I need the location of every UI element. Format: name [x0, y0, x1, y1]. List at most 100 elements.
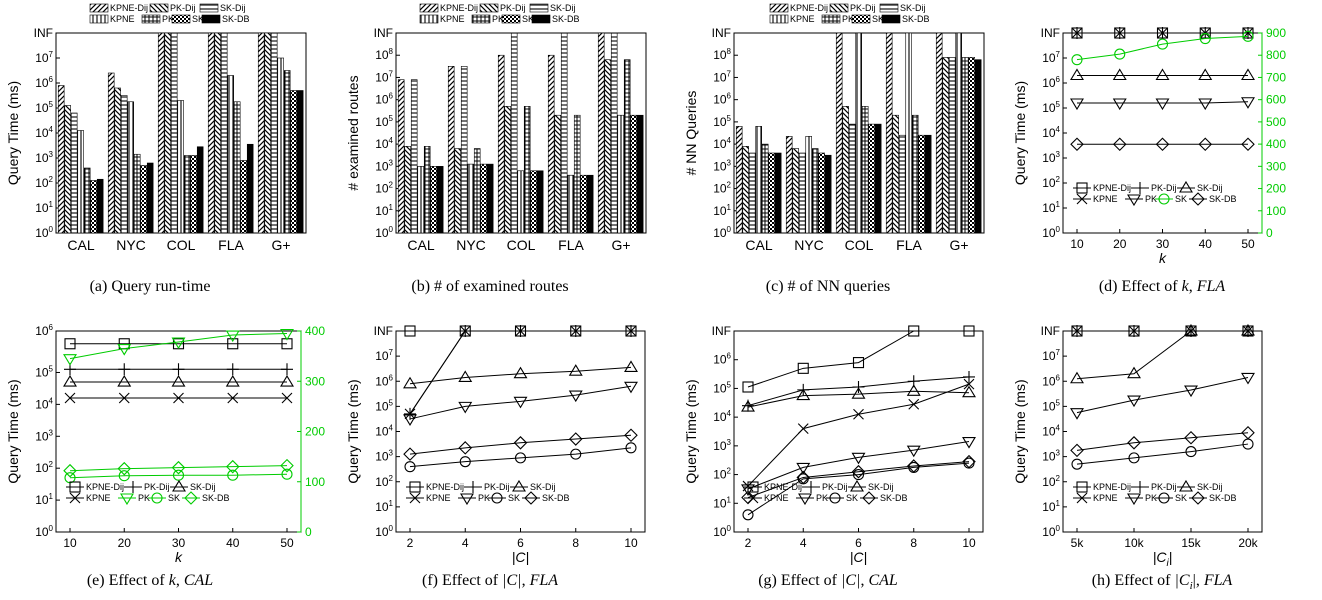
category-label: NYC	[456, 237, 486, 253]
series-point	[459, 325, 471, 337]
y-tick-label: 101	[713, 203, 731, 218]
series-point	[404, 325, 416, 337]
legend-label: KPNE-Dij	[1093, 482, 1131, 492]
y-tick-label: 104	[713, 409, 731, 424]
x-tick-label: 20k	[1238, 536, 1258, 550]
legend-label: PK	[138, 493, 150, 503]
legend-label: KPNE-Dij	[790, 3, 828, 13]
legend-label: KPNE	[764, 493, 789, 503]
legend-marker	[69, 492, 81, 504]
bar	[948, 57, 956, 234]
legend-marker	[850, 479, 864, 492]
series-point	[853, 408, 864, 420]
y-tick-label: 106	[713, 92, 731, 107]
legend-label: SK	[192, 14, 204, 24]
legend-label: KPNE	[1093, 194, 1118, 204]
y2-tick-label: 100	[1266, 204, 1286, 218]
legend-swatch	[829, 3, 849, 13]
y-tick-label: 106	[375, 92, 393, 107]
series-point	[1071, 325, 1083, 337]
bar	[447, 66, 455, 234]
category-label: NYC	[116, 237, 146, 253]
y-tick-label: 107	[1042, 348, 1060, 363]
series-point	[963, 378, 975, 390]
legend-label: KPNE-Dij	[86, 482, 124, 492]
series-point	[1242, 325, 1254, 337]
bar	[264, 32, 271, 234]
y-tick-label: 102	[35, 460, 53, 475]
series-point	[281, 363, 293, 376]
series-point	[851, 387, 866, 399]
legend-label: SK-DB	[1209, 493, 1237, 503]
series-point	[1070, 408, 1084, 420]
y-tick-label: 102	[713, 467, 731, 482]
legend-marker	[184, 491, 198, 505]
caption-a: (a) Query run-time	[90, 278, 211, 295]
y-tick-label: INF	[374, 324, 393, 338]
series-point	[1241, 425, 1255, 440]
legend-label: KPNE-Dij	[110, 3, 148, 13]
series-point	[962, 437, 976, 449]
series-point	[1241, 372, 1255, 385]
series-point	[64, 392, 76, 404]
series-point	[1242, 30, 1254, 42]
y-tick-label: 103	[713, 438, 731, 453]
y-tick-label: 105	[713, 380, 731, 395]
series-point	[225, 374, 240, 387]
series-point	[1112, 137, 1127, 152]
bar	[296, 90, 304, 234]
series-point	[1155, 98, 1170, 111]
series-point	[1114, 48, 1126, 60]
series-line	[747, 461, 970, 499]
category-label: COL	[507, 237, 536, 253]
y-axis-label: Query Time (ms)	[683, 379, 699, 483]
bar	[848, 123, 856, 234]
y-tick-label: 108	[713, 47, 731, 62]
bar	[935, 32, 943, 234]
bar	[842, 106, 849, 234]
bar	[748, 152, 756, 234]
series-point	[1128, 452, 1140, 464]
legend-label: SK-DB	[552, 14, 580, 24]
bar	[120, 95, 128, 234]
series-point	[906, 384, 921, 396]
x-tick-label: 30	[172, 536, 186, 550]
bar	[473, 148, 481, 234]
y-tick-label: 106	[713, 352, 731, 367]
series-point	[1114, 27, 1126, 39]
bar	[497, 54, 505, 234]
legend-label: SK-DB	[902, 14, 930, 24]
series-point	[796, 388, 811, 401]
legend-marker	[69, 481, 81, 493]
y2-tick-label: 800	[1266, 48, 1286, 62]
y2-tick-label: 0	[305, 525, 312, 539]
x-axis-label: |Ci|	[1153, 549, 1173, 569]
y-tick-label: 105	[35, 100, 53, 115]
series-point	[1155, 68, 1170, 81]
y2-tick-label: 0	[1266, 226, 1273, 240]
series-line	[747, 462, 970, 516]
bar	[855, 32, 862, 234]
x-tick-label: 6	[855, 536, 862, 550]
series-line	[409, 447, 632, 468]
series-point	[1198, 98, 1213, 111]
bar	[735, 126, 743, 234]
series-point	[963, 370, 975, 383]
bar	[196, 146, 204, 234]
bar	[207, 32, 215, 234]
bar	[57, 85, 65, 234]
legend-label: KPNE-Dij	[426, 482, 464, 492]
series-line	[1076, 376, 1249, 414]
series-point	[281, 468, 293, 480]
series-point	[1070, 371, 1084, 384]
series-point	[1185, 446, 1197, 458]
legend-swatch	[531, 14, 551, 24]
bar	[617, 114, 624, 234]
x-tick-label: 6	[517, 536, 524, 550]
series-point	[225, 459, 240, 474]
x-tick-label: 10k	[1124, 536, 1144, 550]
series-line	[1076, 330, 1248, 380]
bar	[283, 70, 291, 234]
bar	[177, 100, 184, 234]
x-tick-label: 40	[1199, 237, 1213, 251]
